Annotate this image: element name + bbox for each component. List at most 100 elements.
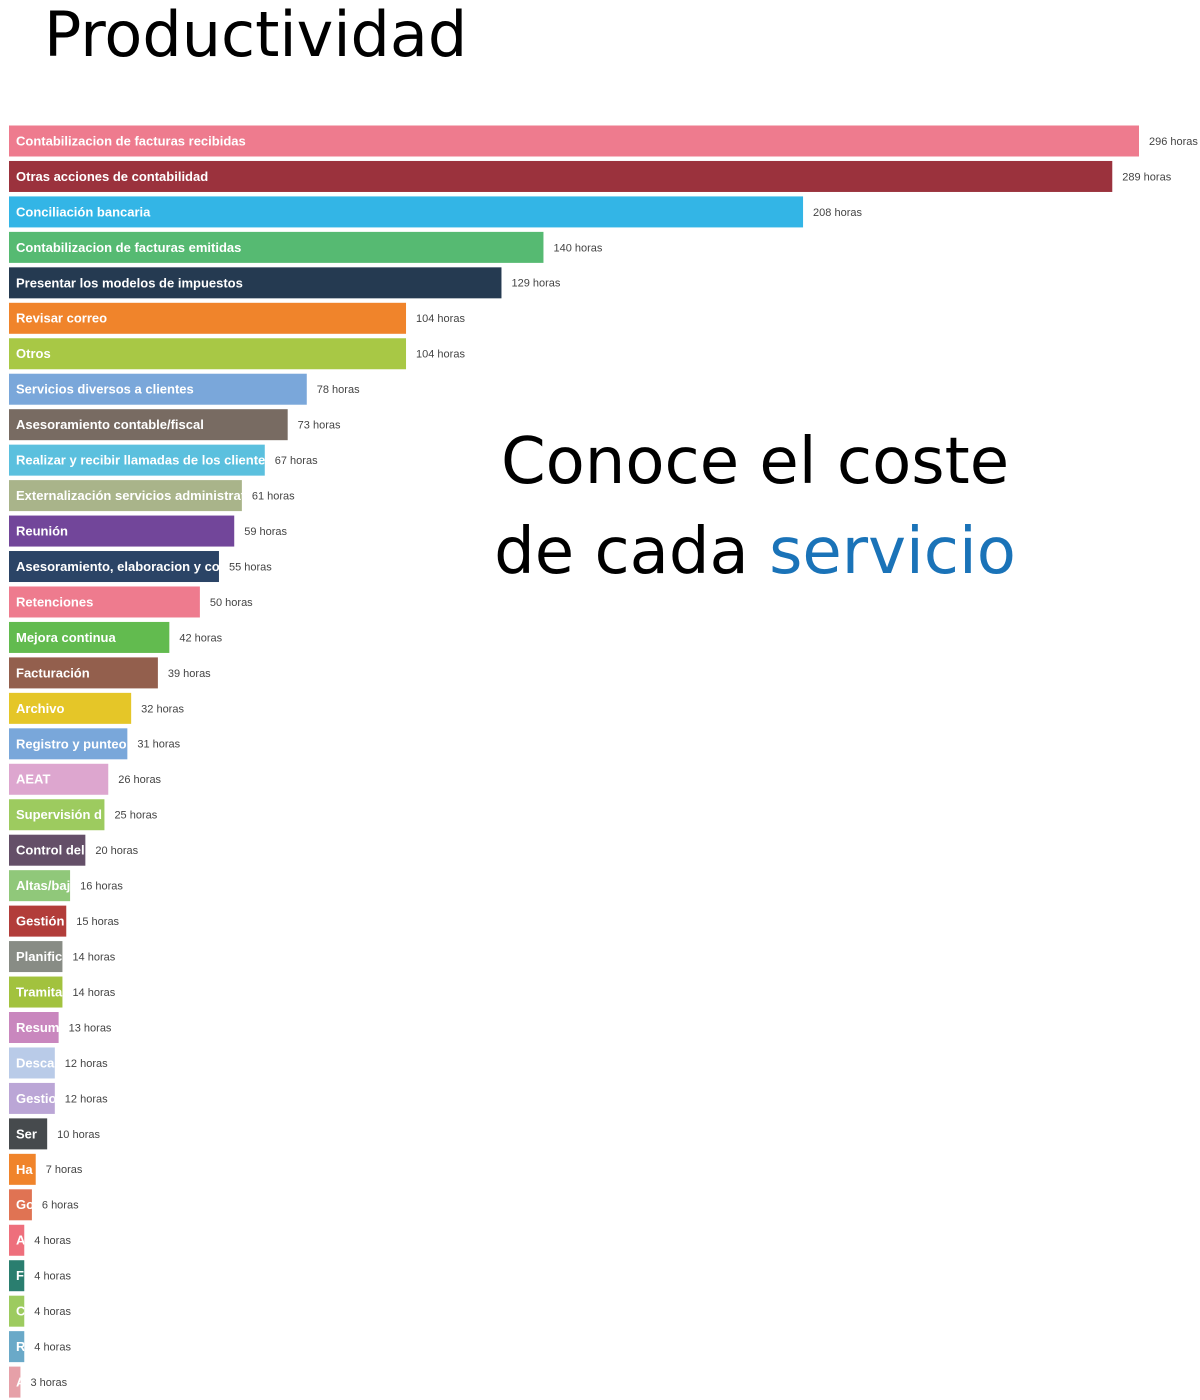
value-label: 59 horas <box>244 526 287 538</box>
category-label: A <box>16 1375 26 1390</box>
bar <box>9 1366 21 1398</box>
chart-title: Productividad <box>44 0 467 71</box>
bar <box>9 196 804 228</box>
value-label: 55 horas <box>229 561 272 573</box>
category-label: Conciliación bancaria <box>16 204 151 219</box>
value-label: 32 horas <box>141 703 184 715</box>
bar <box>9 373 307 405</box>
value-label: 31 horas <box>137 739 180 751</box>
bar <box>9 1331 25 1363</box>
category-label: C <box>16 1304 26 1319</box>
bar <box>9 976 63 1008</box>
bar <box>9 1153 36 1185</box>
bar <box>9 870 71 902</box>
value-label: 14 horas <box>72 951 115 963</box>
value-label: 6 horas <box>42 1200 79 1212</box>
bar <box>9 551 219 583</box>
bar <box>9 1295 25 1327</box>
category-label: F <box>16 1268 24 1283</box>
value-label: 73 horas <box>298 420 341 432</box>
category-label: Reunión <box>16 523 68 538</box>
category-label: Planifica <box>16 949 70 964</box>
value-label: 67 horas <box>275 455 318 467</box>
bar <box>9 302 407 334</box>
value-label: 3 horas <box>30 1377 67 1389</box>
category-label: Otras acciones de contabilidad <box>16 169 208 184</box>
value-label: 20 horas <box>95 845 138 857</box>
category-label: Asesoramiento, elaboracion y com <box>16 559 231 574</box>
category-label: Externalización servicios administrati <box>16 488 249 503</box>
value-label: 25 horas <box>114 810 157 822</box>
category-label: Registro y punteo c <box>16 736 137 751</box>
bar <box>9 621 170 653</box>
category-label: AEAT <box>16 772 50 787</box>
value-label: 296 horas <box>1149 136 1198 148</box>
bar <box>9 125 1139 157</box>
bar <box>9 763 109 795</box>
value-label: 26 horas <box>118 774 161 786</box>
value-label: 61 horas <box>252 491 295 503</box>
category-label: Resum <box>16 1020 59 1035</box>
category-label: Go <box>16 1197 34 1212</box>
category-label: Retenciones <box>16 594 93 609</box>
category-label: Servicios diversos a clientes <box>16 382 194 397</box>
value-label: 12 horas <box>65 1058 108 1070</box>
value-label: 140 horas <box>553 242 602 254</box>
value-label: 208 horas <box>813 207 862 219</box>
value-label: 4 horas <box>34 1306 71 1318</box>
annotation: de cada <box>494 515 749 589</box>
bar <box>9 1189 32 1221</box>
category-label: Altas/baj <box>16 878 70 893</box>
bar <box>9 338 407 370</box>
bar <box>9 586 200 618</box>
value-label: 39 horas <box>168 668 211 680</box>
value-label: 104 horas <box>416 313 465 325</box>
category-label: Asesoramiento contable/fiscal <box>16 417 204 432</box>
category-label: Otros <box>16 346 51 361</box>
bar <box>9 444 265 476</box>
value-label: 50 horas <box>210 597 253 609</box>
category-label: R <box>16 1339 26 1354</box>
bar <box>9 799 105 831</box>
category-label: Gestión <box>16 914 64 929</box>
category-label: Mejora continua <box>16 630 116 645</box>
value-label: 42 horas <box>179 632 222 644</box>
annotation: de cada servicio <box>494 515 1016 589</box>
value-label: 129 horas <box>511 278 560 290</box>
category-label: Descar <box>16 1055 59 1070</box>
bar <box>9 905 67 937</box>
value-label: 4 horas <box>34 1271 71 1283</box>
category-label: Ser <box>16 1126 37 1141</box>
category-label: Contabilizacion de facturas recibidas <box>16 133 246 148</box>
bar <box>9 267 502 299</box>
value-label: 7 horas <box>46 1164 83 1176</box>
category-label: Contabilizacion de facturas emitidas <box>16 240 241 255</box>
category-label: Revisar correo <box>16 311 107 326</box>
value-label: 14 horas <box>72 987 115 999</box>
bar <box>9 409 288 441</box>
bar <box>9 941 63 973</box>
bar <box>9 1082 55 1114</box>
category-label: Presentar los modelos de impuestos <box>16 275 243 290</box>
value-label: 16 horas <box>80 881 123 893</box>
bar <box>9 480 242 512</box>
bar <box>9 657 158 689</box>
category-label: Gestio <box>16 1091 57 1106</box>
bar <box>9 1047 55 1079</box>
bar <box>9 1012 59 1043</box>
category-label: Control del <box>16 843 85 858</box>
category-label: Supervisión d <box>16 807 102 822</box>
category-label: Tramita <box>16 984 63 999</box>
bar <box>9 515 235 547</box>
category-label: Facturación <box>16 665 90 680</box>
category-label: Ha <box>16 1162 33 1177</box>
value-label: 12 horas <box>65 1093 108 1105</box>
value-label: 10 horas <box>57 1129 100 1141</box>
value-label: 4 horas <box>34 1342 71 1354</box>
annotation-highlight: servicio <box>769 515 1016 589</box>
value-label: 289 horas <box>1122 171 1171 183</box>
bar <box>9 692 132 724</box>
bar <box>9 834 86 866</box>
value-label: 4 horas <box>34 1235 71 1247</box>
